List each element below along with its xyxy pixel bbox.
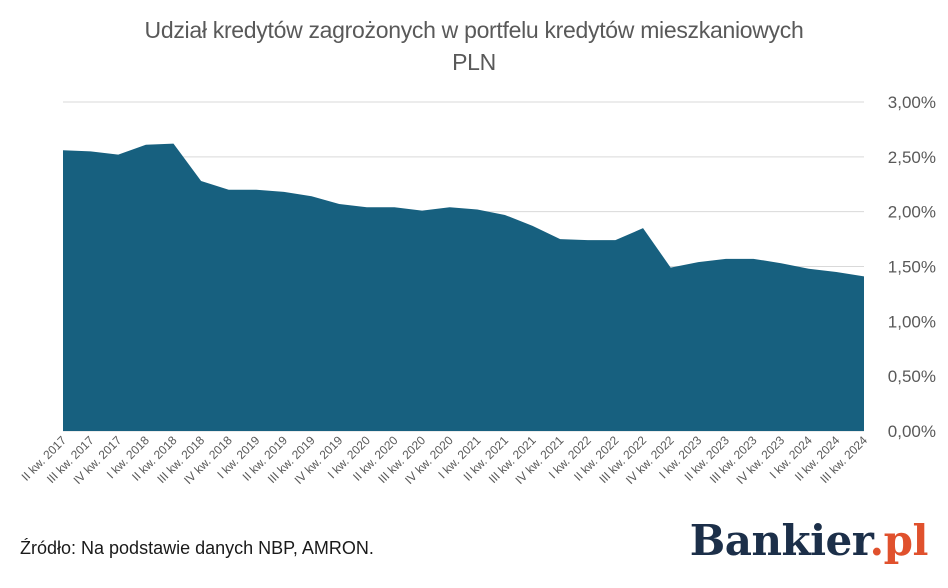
brand-name: Bankier [689, 516, 870, 565]
y-tick-label: 0,50% [888, 367, 936, 386]
series-area [63, 143, 864, 432]
chart-title-line: Udział kredytów zagrożonych w portfelu k… [144, 17, 804, 43]
y-tick-label: 2,50% [888, 148, 936, 167]
bankier-logo: Bankier.pl [689, 516, 929, 565]
y-tick-label: 1,50% [888, 258, 936, 277]
y-tick-label: 3,00% [888, 93, 936, 112]
source-note: Źródło: Na podstawie danych NBP, AMRON. [20, 538, 374, 558]
y-tick-label: 1,00% [888, 312, 936, 331]
y-axis-ticks: 0,00% 0,50% 1,00% 1,50% 2,00% 2,50% 3,00% [888, 93, 936, 441]
y-tick-label: 0,00% [888, 422, 936, 441]
chart-subtitle: PLN [452, 49, 496, 75]
chart-title: Udział kredytów zagrożonych w portfelu k… [0, 14, 948, 78]
series-area-layer [63, 143, 864, 432]
y-tick-label: 2,00% [888, 203, 936, 222]
brand-suffix: .pl [869, 516, 929, 565]
